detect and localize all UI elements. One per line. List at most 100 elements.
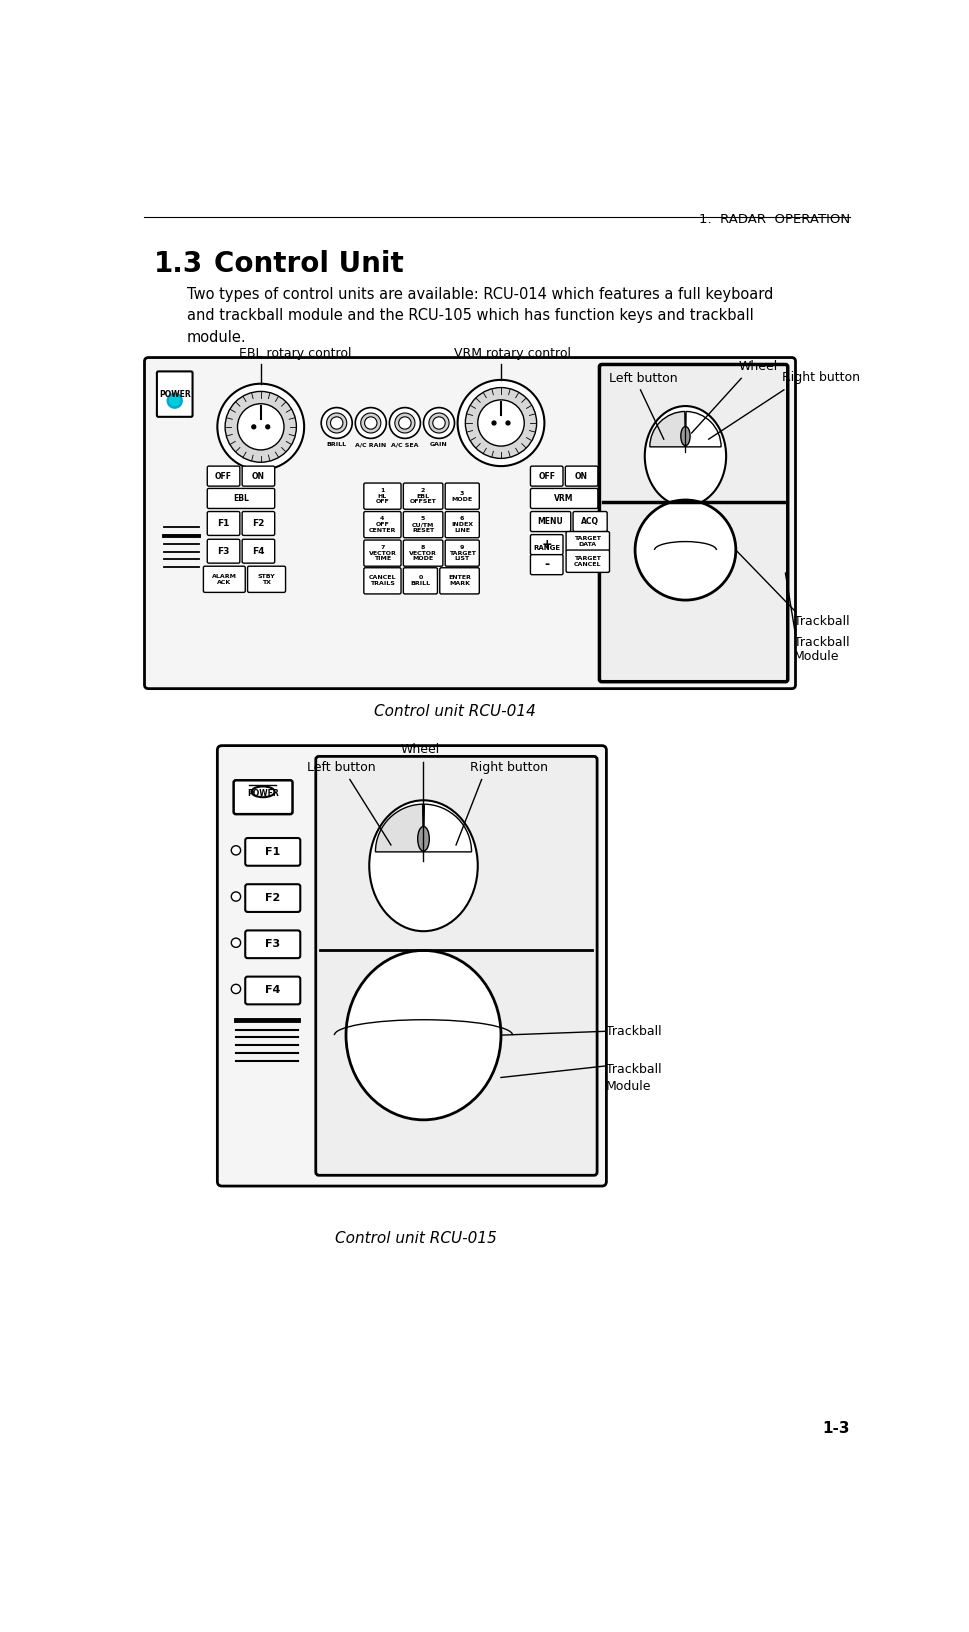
FancyBboxPatch shape <box>530 535 562 555</box>
Text: +: + <box>541 539 551 552</box>
Text: A/C RAIN: A/C RAIN <box>355 442 386 447</box>
Wedge shape <box>423 805 471 852</box>
Text: STBY
TX: STBY TX <box>258 574 275 584</box>
Text: Trackball: Trackball <box>794 615 849 628</box>
FancyBboxPatch shape <box>530 467 562 486</box>
Text: ON: ON <box>252 472 265 480</box>
Circle shape <box>457 380 544 467</box>
Text: EBL rotary control: EBL rotary control <box>238 348 351 359</box>
Text: F2: F2 <box>265 893 280 902</box>
Text: Left button: Left button <box>609 372 677 385</box>
Text: 1.3: 1.3 <box>154 250 203 277</box>
Text: VRM rotary control: VRM rotary control <box>454 348 571 359</box>
Circle shape <box>168 393 181 408</box>
Ellipse shape <box>680 426 689 446</box>
FancyBboxPatch shape <box>445 511 479 537</box>
FancyBboxPatch shape <box>234 780 293 814</box>
Circle shape <box>237 403 284 450</box>
Circle shape <box>266 424 269 429</box>
Text: OFF: OFF <box>215 472 232 480</box>
FancyBboxPatch shape <box>403 540 443 566</box>
Text: Control Unit: Control Unit <box>214 250 403 277</box>
FancyBboxPatch shape <box>566 532 609 552</box>
Text: 7
VECTOR
TIME: 7 VECTOR TIME <box>368 545 396 561</box>
Text: F1: F1 <box>217 519 230 529</box>
FancyBboxPatch shape <box>207 467 239 486</box>
Text: ON: ON <box>575 472 587 480</box>
Text: Module: Module <box>605 1080 650 1093</box>
Text: F2: F2 <box>252 519 265 529</box>
Wedge shape <box>649 411 685 447</box>
FancyBboxPatch shape <box>245 885 300 912</box>
Text: -: - <box>544 558 548 571</box>
Circle shape <box>252 424 256 429</box>
Circle shape <box>478 400 523 446</box>
Text: Right button: Right button <box>470 761 547 774</box>
Text: Right button: Right button <box>781 372 859 385</box>
Text: POWER: POWER <box>159 390 190 398</box>
Text: RANGE: RANGE <box>533 545 560 552</box>
Circle shape <box>327 413 347 432</box>
Circle shape <box>321 408 352 439</box>
Text: Left button: Left button <box>307 761 375 774</box>
Text: 5
CU/TM
RESET: 5 CU/TM RESET <box>412 516 434 534</box>
Text: A/C SEA: A/C SEA <box>391 442 419 447</box>
Circle shape <box>491 421 495 424</box>
FancyBboxPatch shape <box>157 372 193 416</box>
Text: ALARM
ACK: ALARM ACK <box>211 574 236 584</box>
FancyBboxPatch shape <box>445 483 479 509</box>
Circle shape <box>398 416 411 429</box>
Text: 6
INDEX
LINE: 6 INDEX LINE <box>451 516 473 534</box>
Text: Control unit RCU-014: Control unit RCU-014 <box>373 703 535 720</box>
Circle shape <box>225 392 297 462</box>
Circle shape <box>506 421 510 424</box>
Text: 4
OFF
CENTER: 4 OFF CENTER <box>368 516 395 534</box>
Circle shape <box>465 387 536 459</box>
FancyBboxPatch shape <box>242 539 274 563</box>
FancyBboxPatch shape <box>363 511 400 537</box>
Circle shape <box>364 416 377 429</box>
Text: ENTER
MARK: ENTER MARK <box>448 576 471 586</box>
Wedge shape <box>685 411 720 447</box>
FancyBboxPatch shape <box>203 566 245 592</box>
FancyBboxPatch shape <box>245 930 300 958</box>
Circle shape <box>330 416 343 429</box>
Text: OFF: OFF <box>538 472 554 480</box>
Ellipse shape <box>644 406 726 506</box>
FancyBboxPatch shape <box>207 488 274 509</box>
Ellipse shape <box>251 787 274 796</box>
Text: Module: Module <box>794 650 838 663</box>
Text: 0
BRILL: 0 BRILL <box>410 576 430 586</box>
Text: Trackball: Trackball <box>605 1062 661 1075</box>
FancyBboxPatch shape <box>363 568 400 594</box>
Wedge shape <box>375 805 423 852</box>
Text: Wheel: Wheel <box>737 361 776 374</box>
Text: 1
HL
OFF: 1 HL OFF <box>375 488 389 504</box>
FancyBboxPatch shape <box>217 746 606 1186</box>
Circle shape <box>217 384 304 470</box>
Text: GAIN: GAIN <box>429 442 448 447</box>
FancyBboxPatch shape <box>530 555 562 574</box>
Text: CANCEL
TRAILS: CANCEL TRAILS <box>368 576 395 586</box>
FancyBboxPatch shape <box>573 511 607 532</box>
FancyBboxPatch shape <box>445 540 479 566</box>
FancyBboxPatch shape <box>403 511 443 537</box>
Circle shape <box>231 938 240 947</box>
Text: 2
EBL
OFFSET: 2 EBL OFFSET <box>409 488 436 504</box>
FancyBboxPatch shape <box>245 976 300 1004</box>
Text: Trackball: Trackball <box>605 1025 661 1038</box>
FancyBboxPatch shape <box>245 837 300 865</box>
Text: 1-3: 1-3 <box>822 1420 849 1436</box>
Text: F1: F1 <box>265 847 280 857</box>
Text: F3: F3 <box>265 940 280 950</box>
FancyBboxPatch shape <box>316 756 597 1175</box>
FancyBboxPatch shape <box>403 568 437 594</box>
FancyBboxPatch shape <box>439 568 479 594</box>
Circle shape <box>231 893 240 901</box>
Text: F4: F4 <box>265 986 280 996</box>
Ellipse shape <box>346 950 500 1120</box>
FancyBboxPatch shape <box>566 550 609 573</box>
FancyBboxPatch shape <box>363 483 400 509</box>
Circle shape <box>428 413 449 432</box>
Text: Two types of control units are available: RCU-014 which features a full keyboard: Two types of control units are available… <box>187 287 772 344</box>
